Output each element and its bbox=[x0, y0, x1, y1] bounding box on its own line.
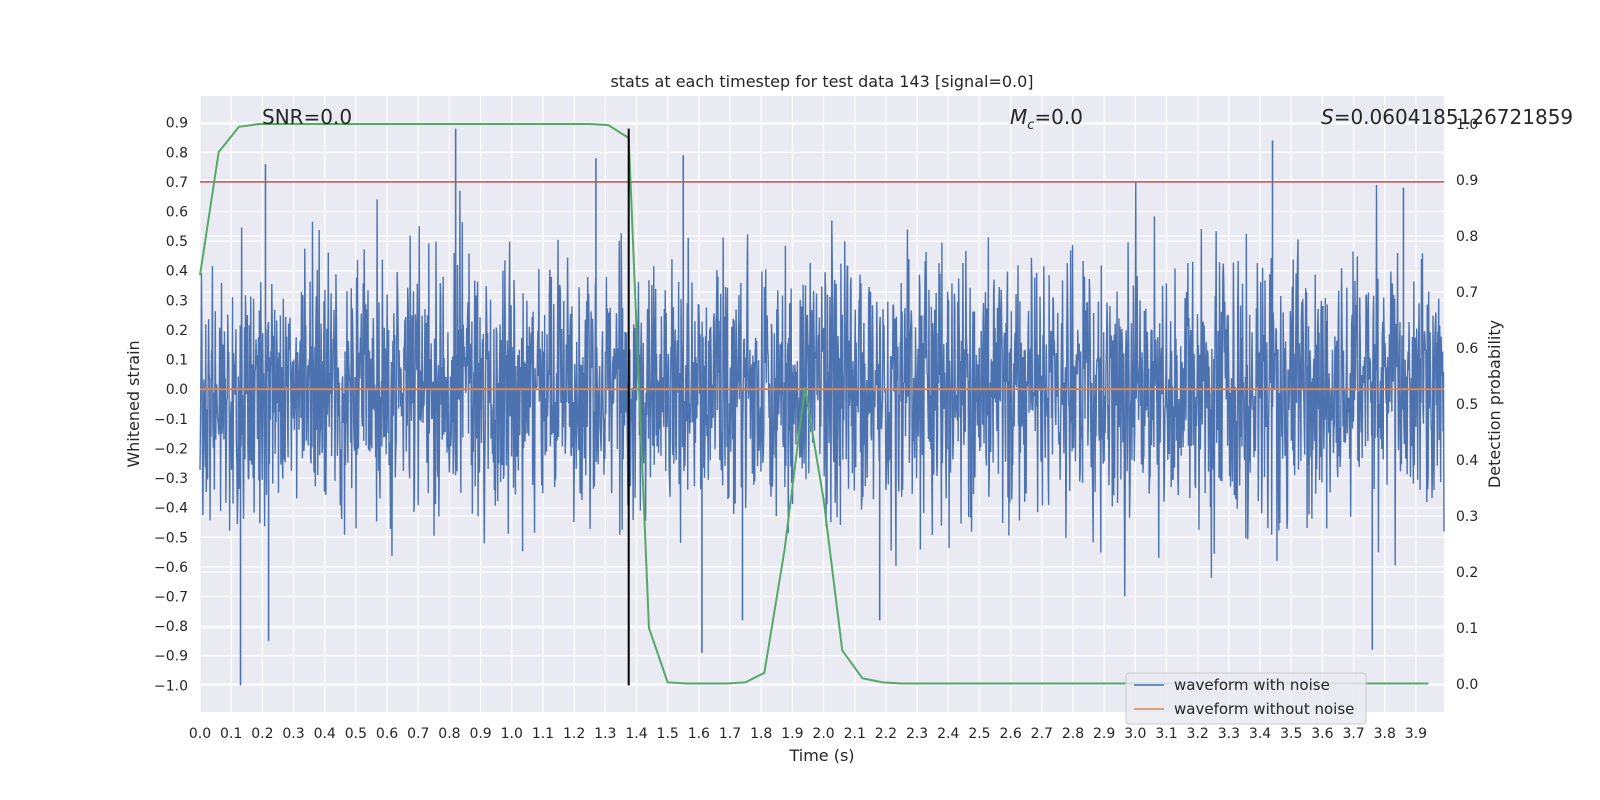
legend-box bbox=[1125, 672, 1367, 725]
x-tick-label: 1.1 bbox=[532, 726, 554, 742]
y-tick-label: 0.4 bbox=[166, 264, 188, 280]
snr-annotation: SNR=0.0 bbox=[262, 105, 352, 129]
x-tick-label: 3.9 bbox=[1405, 726, 1427, 742]
mc-symbol: M bbox=[1010, 105, 1027, 129]
x-tick-label: 2.7 bbox=[1031, 726, 1053, 742]
y-tick-label: 0.8 bbox=[166, 145, 188, 161]
mc-value: =0.0 bbox=[1034, 105, 1083, 129]
x-tick-label: 0.0 bbox=[189, 726, 211, 742]
y-tick-label: −0.8 bbox=[154, 619, 188, 635]
y-tick-label: 0.1 bbox=[166, 353, 188, 369]
x-tick-label: 3.1 bbox=[1155, 726, 1177, 742]
x-tick-label: 0.1 bbox=[220, 726, 242, 742]
y2-tick-label: 0.1 bbox=[1456, 621, 1478, 637]
legend: waveform with noise waveform without noi… bbox=[1125, 672, 1367, 725]
x-tick-label: 2.2 bbox=[875, 726, 897, 742]
mc-annotation: Mc=0.0 bbox=[1010, 105, 1083, 133]
x-tick-label: 3.2 bbox=[1187, 726, 1209, 742]
y-tick-label: −0.4 bbox=[154, 501, 188, 517]
detection-probability-line bbox=[199, 123, 1429, 685]
x-tick-label: 2.6 bbox=[999, 726, 1021, 742]
x-tick-label: 0.8 bbox=[438, 726, 460, 742]
x-tick-label: 3.3 bbox=[1218, 726, 1240, 742]
x-tick-label: 0.5 bbox=[345, 726, 367, 742]
x-tick-label: 3.7 bbox=[1342, 726, 1364, 742]
x-tick-label: 2.3 bbox=[906, 726, 928, 742]
x-tick-label: 0.2 bbox=[251, 726, 273, 742]
x-tick-label: 3.4 bbox=[1249, 726, 1271, 742]
axes-ticks: 0.0 0.1 0.2 0.3 0.4 0.5 0.6 0.7 0.8 0.9 1.0 1.1 1.2 1… bbox=[154, 116, 1478, 742]
y-tick-label: 0.6 bbox=[166, 205, 188, 221]
y2-tick-label: 0.8 bbox=[1456, 229, 1478, 245]
x-tick-label: 0.3 bbox=[282, 726, 304, 742]
y-tick-label: −0.1 bbox=[154, 412, 188, 428]
legend-label-noise: waveform with noise bbox=[1174, 676, 1330, 694]
y-tick-label: 0.2 bbox=[166, 323, 188, 339]
x-tick-label: 1.3 bbox=[594, 726, 616, 742]
x-tick-label: 3.8 bbox=[1374, 726, 1396, 742]
x-tick-label: 1.5 bbox=[657, 726, 679, 742]
x-tick-label: 2.1 bbox=[844, 726, 866, 742]
series-waveform-with-noise bbox=[199, 128, 1445, 686]
y-tick-label: 0.0 bbox=[166, 382, 188, 398]
y2-tick-label: 0.5 bbox=[1456, 397, 1478, 413]
y2-tick-label: 0.3 bbox=[1456, 509, 1478, 525]
x-tick-label: 1.8 bbox=[750, 726, 772, 742]
x-tick-label: 3.0 bbox=[1124, 726, 1146, 742]
x-axis-label: Time (s) bbox=[788, 746, 854, 765]
overlays bbox=[199, 123, 1444, 686]
y-tick-label: 0.3 bbox=[166, 293, 188, 309]
y-tick-label: −0.5 bbox=[154, 530, 188, 546]
legend-label-clean: waveform without noise bbox=[1174, 700, 1354, 718]
x-tick-label: 1.9 bbox=[781, 726, 803, 742]
x-tick-label: 0.9 bbox=[469, 726, 491, 742]
y2-tick-label: 0.2 bbox=[1456, 565, 1478, 581]
x-tick-label: 1.2 bbox=[563, 726, 585, 742]
x-tick-label: 0.6 bbox=[376, 726, 398, 742]
y-tick-label: 0.9 bbox=[166, 116, 188, 132]
x-tick-label: 1.7 bbox=[719, 726, 741, 742]
y-tick-label: −0.6 bbox=[154, 560, 188, 576]
y2-tick-label: 0.4 bbox=[1456, 453, 1478, 469]
noise-waveform-path bbox=[199, 181, 1445, 597]
x-tick-label: 0.4 bbox=[314, 726, 336, 742]
x-tick-label: 2.5 bbox=[968, 726, 990, 742]
y2-tick-label: 0.9 bbox=[1456, 173, 1478, 189]
x-tick-label: 2.0 bbox=[812, 726, 834, 742]
x-tick-label: 2.8 bbox=[1062, 726, 1084, 742]
chart-title: stats at each timestep for test data 143… bbox=[610, 72, 1033, 91]
y-tick-label: −0.9 bbox=[154, 649, 188, 665]
s-annotation: S=0.0604185126721859 bbox=[1321, 105, 1573, 129]
s-value: =0.0604185126721859 bbox=[1334, 105, 1573, 129]
y2-tick-label: 0.0 bbox=[1456, 677, 1478, 693]
x-tick-label: 1.0 bbox=[501, 726, 523, 742]
y-tick-label: −1.0 bbox=[154, 678, 188, 694]
x-tick-label: 2.4 bbox=[937, 726, 959, 742]
y-tick-label: −0.3 bbox=[154, 471, 188, 487]
y2-tick-label: 1.0 bbox=[1456, 117, 1478, 133]
y2-tick-label: 0.7 bbox=[1456, 285, 1478, 301]
y2-axis-label: Detection probability bbox=[1485, 320, 1504, 488]
x-tick-label: 2.9 bbox=[1093, 726, 1115, 742]
x-tick-label: 3.5 bbox=[1280, 726, 1302, 742]
mc-subscript: c bbox=[1027, 118, 1034, 133]
s-symbol: S bbox=[1321, 105, 1334, 129]
x-tick-label: 1.4 bbox=[625, 726, 647, 742]
x-tick-label: 3.6 bbox=[1311, 726, 1333, 742]
y-tick-label: −0.2 bbox=[154, 441, 188, 457]
y-tick-label: −0.7 bbox=[154, 590, 188, 606]
y-tick-label: 0.5 bbox=[166, 234, 188, 250]
y2-tick-label: 0.6 bbox=[1456, 341, 1478, 357]
x-tick-label: 0.7 bbox=[407, 726, 429, 742]
y-tick-label: 0.7 bbox=[166, 175, 188, 191]
y-axis-label: Whitened strain bbox=[124, 340, 143, 467]
x-tick-label: 1.6 bbox=[688, 726, 710, 742]
